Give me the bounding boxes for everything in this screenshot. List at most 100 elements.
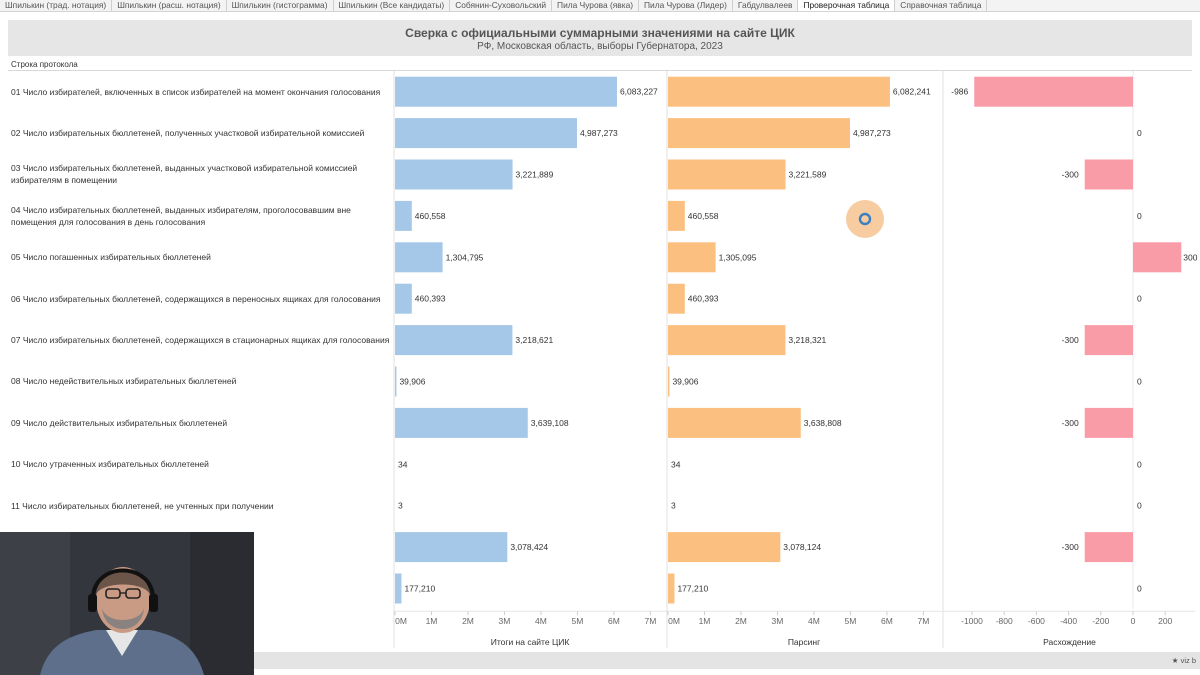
value-label-p2-r1: 6,082,241 (893, 87, 931, 97)
bar-p2-r1 (668, 76, 890, 107)
value-label-p1-r2: 4,987,273 (580, 128, 618, 138)
row-label-9: 09 Число действительных избирательных бю… (11, 417, 228, 428)
value-label-p3-r3: -300 (1062, 170, 1079, 180)
bar-p2-r13 (668, 573, 675, 604)
bar-p3-r7 (1084, 325, 1133, 356)
tick-label-p2-7: 6M (881, 616, 893, 626)
bar-p2-r5 (668, 242, 716, 273)
bar-p1-r8 (395, 366, 397, 397)
value-label-p1-r1: 6,083,227 (620, 87, 658, 97)
value-label-p3-r4: 0 (1137, 211, 1142, 221)
bar-p3-r3 (1084, 159, 1133, 190)
footer-bar: ★ viz b (254, 652, 1200, 669)
value-label-p3-r5: 300 (1183, 252, 1197, 262)
bar-p1-r12 (395, 532, 508, 563)
tab-5[interactable]: Собянин-Суховольский (450, 0, 553, 11)
bar-p2-r9 (668, 407, 801, 438)
bar-p2-r3 (668, 159, 786, 190)
tab-7[interactable]: Пила Чурова (Лидер) (639, 0, 733, 11)
row-label-5: 05 Число погашенных избирательных бюллет… (11, 252, 211, 263)
tick-label-p2-5: 4M (808, 616, 820, 626)
value-label-p2-r12: 3,078,124 (783, 542, 821, 552)
tick-label-p1-1: 0M (395, 616, 407, 626)
tick-label-p2-3: 2M (735, 616, 747, 626)
tick-label-p3-3: -600 (1028, 616, 1045, 626)
bar-p3-r1 (974, 76, 1133, 107)
tick-label-p2-4: 3M (772, 616, 784, 626)
tab-2[interactable]: Шпилькин (расш. нотация) (112, 0, 227, 11)
bar-p1-r3 (395, 159, 513, 190)
value-label-p2-r9: 3,638,808 (804, 418, 842, 428)
row-label-2: 02 Число избирательных бюллетеней, получ… (11, 128, 365, 139)
axis-title-p2: Парсинг (788, 637, 820, 647)
tab-3[interactable]: Шпилькин (гистограмма) (227, 0, 334, 11)
tick-label-p1-2: 1M (426, 616, 438, 626)
tick-label-p3-6: 0 (1131, 616, 1136, 626)
tab-10[interactable]: Справочная таблица (895, 0, 988, 11)
value-label-p3-r6: 0 (1137, 294, 1142, 304)
value-label-p1-r12: 3,078,424 (510, 542, 548, 552)
value-label-p3-r7: -300 (1062, 335, 1079, 345)
cursor-ring (858, 212, 872, 226)
page-subtitle: РФ, Московская область, выборы Губернато… (477, 41, 723, 52)
row-label-4: 04 Число избирательных бюллетеней, выдан… (11, 204, 351, 227)
value-label-p1-r10: 34 (398, 459, 408, 469)
value-label-p1-r6: 460,393 (415, 294, 446, 304)
value-label-p1-r7: 3,218,621 (515, 335, 553, 345)
bar-p1-r2 (395, 118, 577, 149)
value-label-p2-r8: 39,906 (672, 377, 698, 387)
row-header-label: Строка протокола (11, 60, 78, 69)
axis-title-p1: Итоги на сайте ЦИК (491, 637, 570, 647)
bar-p2-r4 (668, 200, 685, 231)
cursor-highlight (846, 200, 884, 238)
tab-4[interactable]: Шпилькин (Все кандидаты) (334, 0, 451, 11)
tick-label-p1-8: 7M (644, 616, 656, 626)
tick-label-p3-4: -400 (1060, 616, 1077, 626)
value-label-p2-r2: 4,987,273 (853, 128, 891, 138)
tick-label-p2-2: 1M (699, 616, 711, 626)
value-label-p2-r4: 460,558 (688, 211, 719, 221)
sheet-tabs: Шпилькин (трад. нотация) Шпилькин (расш. … (0, 0, 1200, 12)
row-label-3: 03 Число избирательных бюллетеней, выдан… (11, 163, 358, 186)
tick-label-p1-7: 6M (608, 616, 620, 626)
tab-9[interactable]: Проверочная таблица (798, 0, 896, 11)
page-title: Сверка с официальными суммарными значени… (405, 26, 795, 40)
value-label-p2-r5: 1,305,095 (719, 252, 757, 262)
bar-p1-r9 (395, 407, 528, 438)
value-label-p1-r4: 460,558 (415, 211, 446, 221)
value-label-p3-r2: 0 (1137, 128, 1142, 138)
bar-p2-r2 (668, 118, 850, 149)
value-label-p3-r1: -986 (951, 87, 968, 97)
bar-p1-r6 (395, 283, 412, 314)
bar-p3-r9 (1084, 407, 1133, 438)
row-label-6: 06 Число избирательных бюллетеней, содер… (11, 293, 381, 304)
tick-label-p3-5: -200 (1092, 616, 1109, 626)
bar-p1-r4 (395, 200, 412, 231)
tick-label-p1-6: 5M (572, 616, 584, 626)
bar-p3-r5 (1133, 242, 1182, 273)
presenter-video (0, 532, 254, 675)
axis-title-p3: Расхождение (1043, 637, 1096, 647)
bar-p1-r7 (395, 325, 513, 356)
bar-p3-r12 (1084, 532, 1133, 563)
bar-p2-r7 (668, 325, 786, 356)
row-label-10: 10 Число утраченных избирательных бюллет… (11, 459, 209, 470)
tab-8[interactable]: Габдулвалеев (733, 0, 799, 11)
tick-label-p3-1: -1000 (961, 616, 983, 626)
tick-label-p3-7: 200 (1158, 616, 1172, 626)
bar-p1-r5 (395, 242, 443, 273)
value-label-p1-r13: 177,210 (404, 584, 435, 594)
title-band: Сверка с официальными суммарными значени… (8, 20, 1192, 56)
value-label-p2-r7: 3,218,321 (788, 335, 826, 345)
tick-label-p1-3: 2M (462, 616, 474, 626)
tab-1[interactable]: Шпилькин (трад. нотация) (0, 0, 113, 11)
bar-p1-r13 (395, 573, 402, 604)
row-label-1: 01 Число избирателей, включенных в списо… (11, 86, 381, 97)
value-label-p2-r3: 3,221,589 (789, 170, 827, 180)
footer-note: ★ viz b (1171, 656, 1196, 665)
bar-p1-r1 (395, 76, 617, 107)
bar-p2-r8 (668, 366, 670, 397)
value-label-p1-r9: 3,639,108 (531, 418, 569, 428)
tab-6[interactable]: Пила Чурова (явка) (552, 0, 640, 11)
